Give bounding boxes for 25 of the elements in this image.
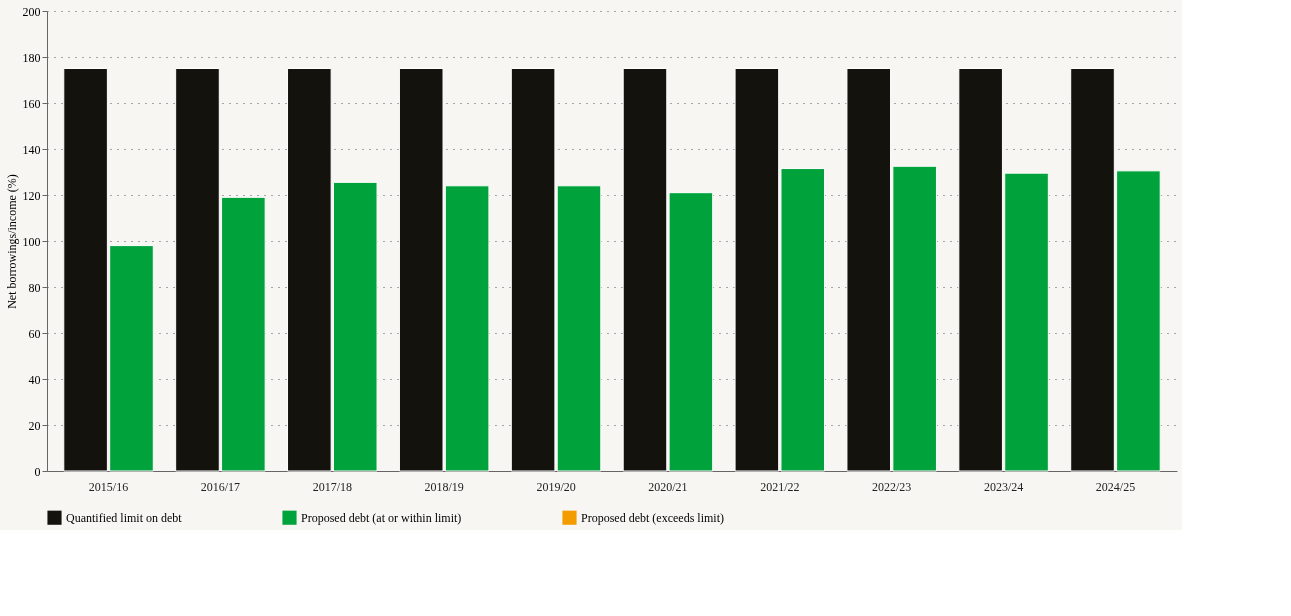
x-tick-label: 2015/16 <box>88 479 129 494</box>
y-tick-label: 20 <box>28 418 41 433</box>
x-tick-label: 2016/17 <box>200 479 241 494</box>
y-tick-label: 140 <box>22 142 41 157</box>
y-tick-label: 0 <box>34 464 41 479</box>
y-tick-label: 120 <box>22 188 41 203</box>
x-tick-label: 2024/25 <box>1095 479 1136 494</box>
y-tick-label: 160 <box>22 96 41 111</box>
y-tick-label: 80 <box>28 280 41 295</box>
x-tick-label: 2021/22 <box>760 479 800 494</box>
y-tick-label: 100 <box>22 234 41 249</box>
y-tick-label: 180 <box>22 50 41 65</box>
x-tick-label: 2017/18 <box>312 479 352 494</box>
x-tick-label: 2019/20 <box>536 479 576 494</box>
y-tick-label: 40 <box>28 372 41 387</box>
y-tick-label: 200 <box>22 4 41 19</box>
legend-label: Proposed debt (at or within limit) <box>301 510 462 525</box>
y-tick-label: 60 <box>28 326 41 341</box>
x-tick-label: 2018/19 <box>424 479 464 494</box>
x-tick-label: 2023/24 <box>983 479 1024 494</box>
legend-label: Proposed debt (exceeds limit) <box>581 510 724 525</box>
y-axis-title: Net borrowings/income (%) <box>4 174 19 309</box>
legend-label: Quantified limit on debt <box>66 510 183 525</box>
x-tick-label: 2022/23 <box>872 479 912 494</box>
x-tick-label: 2020/21 <box>648 479 688 494</box>
